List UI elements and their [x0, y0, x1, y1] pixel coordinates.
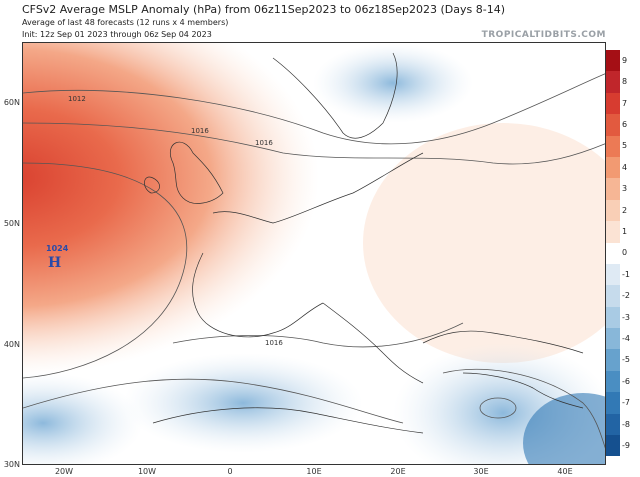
colorbar-tick-label: -8 — [622, 419, 630, 429]
lat-label-60n: 60N — [3, 98, 20, 107]
colorbar-swatch — [606, 50, 620, 72]
negative-anomaly-middle-east — [523, 393, 605, 464]
lon-label-30e: 30E — [473, 467, 489, 476]
colorbar-swatch — [606, 135, 620, 157]
colorbar-tick-label: 3 — [622, 184, 628, 194]
lon-label-10w: 10W — [137, 467, 157, 476]
negative-anomaly-scandinavia — [313, 43, 473, 123]
colorbar-swatch — [606, 221, 620, 243]
colorbar-swatch — [606, 370, 620, 393]
map-svg: 1012 1016 1016 1016 1024 H — [23, 43, 605, 464]
isobar-label: 1016 — [255, 139, 273, 147]
high-pressure-value: 1024 — [46, 244, 69, 253]
colorbar-swatch — [606, 392, 620, 414]
isobar-label: 1012 — [68, 95, 86, 103]
negative-anomaly-mediterranean — [123, 353, 363, 453]
lon-label-10e: 10E — [306, 467, 322, 476]
colorbar-tick-label: 9 — [622, 55, 628, 65]
anomaly-map[interactable]: 1012 1016 1016 1016 1024 H — [22, 42, 606, 465]
colorbar-swatch — [606, 156, 620, 179]
header: CFSv2 Average MSLP Anomaly (hPa) from 06… — [0, 0, 640, 42]
colorbar-swatch — [606, 413, 620, 436]
lat-label-30n: 30N — [3, 460, 20, 469]
colorbar-swatch — [606, 242, 620, 264]
colorbar-swatch — [606, 349, 620, 371]
colorbar-tick-label: 2 — [622, 205, 628, 215]
colorbar-tick-label: -3 — [622, 312, 630, 322]
colorbar-swatch — [606, 435, 620, 457]
colorbar-tick-label: -2 — [622, 291, 630, 301]
lon-label-0: 0 — [227, 467, 233, 476]
negative-anomaly-atlantic — [23, 373, 143, 464]
colorbar-swatch — [606, 199, 620, 222]
high-pressure-marker: H — [48, 255, 61, 271]
positive-anomaly-east — [363, 123, 605, 363]
lon-label-40e: 40E — [557, 467, 573, 476]
lon-label-20e: 20E — [390, 467, 406, 476]
brand-watermark[interactable]: TROPICALTIDBITS.COM — [481, 30, 606, 40]
colorbar-tick-label: -6 — [622, 376, 630, 386]
colorbar-tick-label: -9 — [622, 440, 630, 450]
colorbar-tick-label: 5 — [622, 141, 628, 151]
colorbar-swatch — [606, 92, 620, 115]
colorbar-tick-label: 7 — [622, 98, 628, 108]
colorbar-swatch — [606, 285, 620, 307]
colorbar-tick-label: 0 — [622, 248, 628, 258]
page-title: CFSv2 Average MSLP Anomaly (hPa) from 06… — [22, 3, 505, 16]
isobar-label: 1016 — [265, 339, 283, 347]
colorbar-swatch — [606, 306, 620, 329]
subtitle-forecast-average: Average of last 48 forecasts (12 runs x … — [22, 18, 229, 27]
colorbar-tick-label: -1 — [622, 269, 630, 279]
colorbar-swatch — [606, 178, 620, 200]
coastlines — [144, 52, 584, 434]
colorbar-tick-label: -5 — [622, 355, 630, 365]
colorbar-swatch — [606, 71, 620, 93]
isobar-label: 1016 — [191, 127, 209, 135]
colorbar-tick-label: 8 — [622, 77, 628, 87]
lat-label-40n: 40N — [3, 340, 20, 349]
colorbar-tick-label: 6 — [622, 119, 628, 129]
colorbar-tick-label: -7 — [622, 398, 630, 408]
subtitle-init-range: Init: 12z Sep 01 2023 through 06z Sep 04… — [22, 30, 212, 39]
colorbar-tick-label: -4 — [622, 333, 630, 343]
colorbar-swatch — [606, 114, 620, 136]
colorbar-swatch — [606, 328, 620, 350]
colorbar-tick-label: 4 — [622, 162, 628, 172]
lon-label-20w: 20W — [54, 467, 74, 476]
isobars — [23, 73, 605, 449]
lat-label-50n: 50N — [3, 219, 20, 228]
colorbar-tick-label: 1 — [622, 226, 628, 236]
colorbar — [606, 50, 620, 457]
colorbar-swatch — [606, 263, 620, 286]
